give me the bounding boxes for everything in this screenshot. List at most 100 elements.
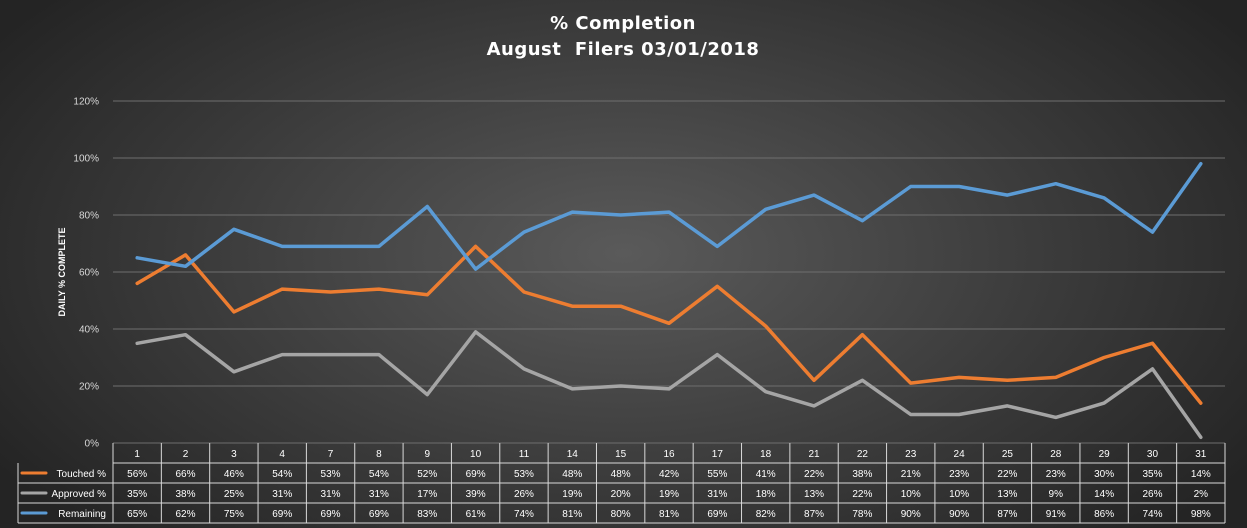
- data-label: 81%: [562, 509, 582, 520]
- data-label: 90%: [901, 509, 921, 520]
- data-label: 69%: [466, 469, 486, 480]
- data-label: 69%: [707, 509, 727, 520]
- data-label: 19%: [659, 489, 679, 500]
- x-tick-label: 24: [954, 449, 966, 460]
- data-label: 53%: [514, 469, 534, 480]
- x-tick-label: 8: [376, 449, 382, 460]
- data-label: 61%: [466, 509, 486, 520]
- data-label: 13%: [804, 489, 824, 500]
- data-label: 75%: [224, 509, 244, 520]
- data-label: 87%: [997, 509, 1017, 520]
- series-lines: [135, 161, 1203, 440]
- data-label: 39%: [466, 489, 486, 500]
- x-tick-label: 14: [567, 449, 579, 460]
- series-line: [135, 161, 1203, 271]
- data-label: 56%: [127, 469, 147, 480]
- data-label: 41%: [756, 469, 776, 480]
- x-tick-label: 9: [424, 449, 430, 460]
- data-label: 10%: [949, 489, 969, 500]
- data-label: 22%: [997, 469, 1017, 480]
- x-tick-label: 15: [615, 449, 627, 460]
- data-label: 25%: [224, 489, 244, 500]
- data-label: 82%: [756, 509, 776, 520]
- x-tick-label: 29: [1099, 449, 1111, 460]
- y-tick-label: 40%: [79, 325, 99, 336]
- data-label: 74%: [514, 509, 534, 520]
- data-label: 21%: [901, 469, 921, 480]
- x-tick-label: 10: [470, 449, 482, 460]
- data-label: 54%: [272, 469, 292, 480]
- data-table: 1 2 3 4 7 8 9 10 11 14 15 16 17 18 21 22 23 24 25 28 29 30 31T…: [17, 443, 1226, 524]
- data-label: 22%: [804, 469, 824, 480]
- data-label: 35%: [1142, 469, 1162, 480]
- data-label: 30%: [1094, 469, 1114, 480]
- x-tick-label: 23: [905, 449, 917, 460]
- y-tick-label: 0%: [85, 439, 100, 450]
- data-label: 20%: [611, 489, 631, 500]
- data-label: 69%: [369, 509, 389, 520]
- data-label: 69%: [321, 509, 341, 520]
- data-label: 74%: [1142, 509, 1162, 520]
- y-tick-label: 20%: [79, 382, 99, 393]
- x-tick-label: 30: [1147, 449, 1159, 460]
- x-tick-label: 21: [808, 449, 820, 460]
- data-label: 90%: [949, 509, 969, 520]
- data-label: 69%: [272, 509, 292, 520]
- data-label: 62%: [176, 509, 196, 520]
- chart-subtitle: August Filers 03/01/2018: [487, 39, 760, 60]
- data-label: 17%: [417, 489, 437, 500]
- x-tick-label: 2: [183, 449, 189, 460]
- x-tick-label: 28: [1050, 449, 1062, 460]
- x-tick-label: 11: [519, 449, 530, 460]
- legend-entry: Remaining: [58, 509, 106, 520]
- data-label: 35%: [127, 489, 147, 500]
- data-label: 48%: [562, 469, 582, 480]
- data-label: 66%: [176, 469, 196, 480]
- data-label: 48%: [611, 469, 631, 480]
- data-label: 87%: [804, 509, 824, 520]
- data-label: 78%: [852, 509, 872, 520]
- y-tick-label: 80%: [79, 211, 99, 222]
- data-label: 31%: [369, 489, 389, 500]
- data-label: 10%: [901, 489, 921, 500]
- y-tick-label: 100%: [73, 154, 99, 165]
- data-label: 31%: [321, 489, 341, 500]
- y-tick-label: 60%: [79, 268, 99, 279]
- x-tick-label: 7: [328, 449, 334, 460]
- data-label: 65%: [127, 509, 147, 520]
- data-label: 46%: [224, 469, 244, 480]
- data-label: 81%: [659, 509, 679, 520]
- x-tick-label: 25: [1002, 449, 1014, 460]
- data-label: 26%: [1142, 489, 1162, 500]
- legend-entry: Touched %: [57, 469, 107, 480]
- data-label: 26%: [514, 489, 534, 500]
- data-label: 22%: [852, 489, 872, 500]
- data-label: 98%: [1191, 509, 1211, 520]
- data-label: 23%: [1046, 469, 1066, 480]
- data-label: 38%: [176, 489, 196, 500]
- data-label: 13%: [997, 489, 1017, 500]
- data-label: 53%: [321, 469, 341, 480]
- data-label: 38%: [852, 469, 872, 480]
- x-tick-label: 31: [1195, 449, 1207, 460]
- data-label: 55%: [707, 469, 727, 480]
- chart-title: % Completion: [550, 13, 696, 34]
- data-label: 54%: [369, 469, 389, 480]
- data-label: 91%: [1046, 509, 1066, 520]
- y-tick-labels: 0% 20% 40% 60% 80% 100% 120%: [73, 97, 99, 450]
- x-tick-label: 4: [279, 449, 285, 460]
- y-tick-label: 120%: [73, 97, 99, 108]
- data-label: 52%: [417, 469, 437, 480]
- x-tick-label: 3: [231, 449, 237, 460]
- data-label: 14%: [1094, 489, 1114, 500]
- data-label: 42%: [659, 469, 679, 480]
- data-label: 18%: [756, 489, 776, 500]
- data-label: 23%: [949, 469, 969, 480]
- data-label: 31%: [707, 489, 727, 500]
- series-line: [135, 244, 1203, 405]
- data-label: 9%: [1049, 489, 1064, 500]
- data-label: 80%: [611, 509, 631, 520]
- data-label: 14%: [1191, 469, 1211, 480]
- x-tick-label: 1: [134, 449, 140, 460]
